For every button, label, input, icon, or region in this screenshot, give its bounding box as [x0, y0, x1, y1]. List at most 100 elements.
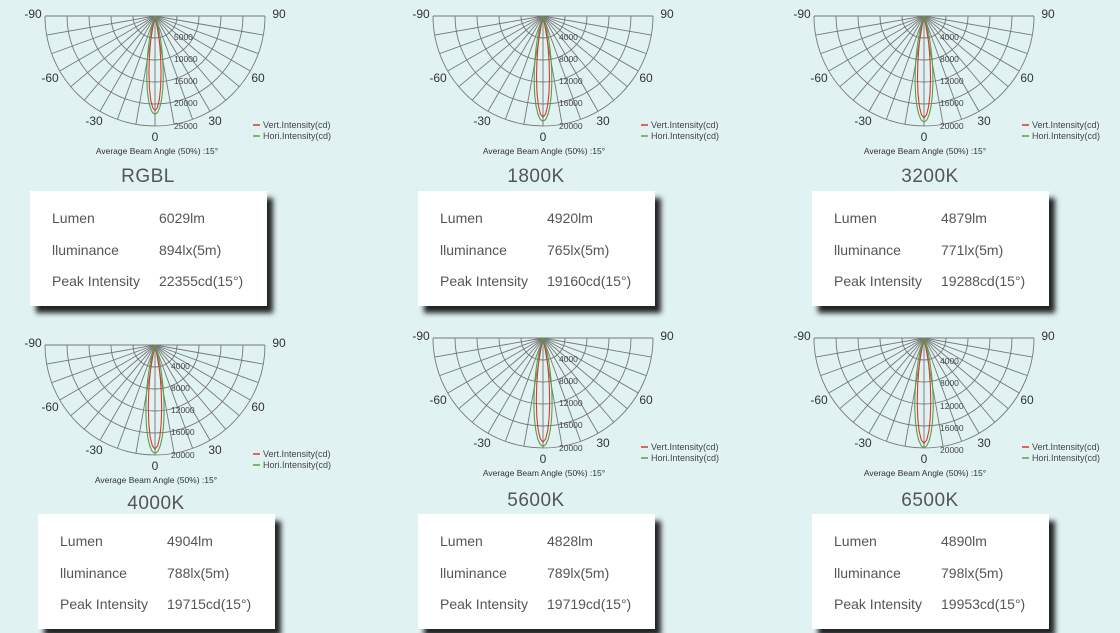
- illuminance-value: 788lx(5m): [167, 565, 230, 581]
- grid-spoke: [839, 337, 925, 410]
- angle-label-neg90: -90: [793, 7, 811, 21]
- grid-spoke: [542, 337, 652, 358]
- grid-spoke: [923, 15, 980, 112]
- illuminance-value: 798lx(5m): [941, 565, 1004, 581]
- lumen-value: 4920lm: [547, 210, 593, 226]
- grid-spoke: [154, 15, 227, 101]
- grid-spoke: [820, 337, 925, 377]
- angle-label-neg90: -90: [412, 7, 430, 21]
- peak-intensity-label: Peak Intensity: [834, 596, 922, 612]
- radial-tick-label: 20000: [559, 121, 583, 131]
- chart-title: 6500K: [901, 490, 959, 511]
- angle-label-neg60: -60: [810, 393, 828, 407]
- radial-tick-label: 16000: [940, 423, 964, 433]
- grid-spoke: [59, 344, 156, 401]
- horizontal-intensity-curve: [533, 337, 553, 448]
- radial-tick-label: 12000: [559, 398, 583, 408]
- angle-label-neg60: -60: [429, 393, 447, 407]
- peak-intensity-value: 22355cd(15°): [159, 273, 244, 289]
- lumen-value: 4879lm: [941, 210, 987, 226]
- grid-spoke: [471, 337, 544, 423]
- grid-spoke: [99, 15, 156, 112]
- grid-spoke: [471, 15, 544, 101]
- radial-tick-label: 20000: [559, 443, 583, 453]
- peak-intensity-value: 19160cd(15°): [547, 273, 632, 289]
- illuminance-label: lluminance: [60, 565, 127, 581]
- radial-tick-label: 12000: [559, 76, 583, 86]
- chart-title: 3200K: [901, 166, 959, 187]
- beam-angle-caption: Average Beam Angle (50%) :15°: [483, 146, 605, 156]
- angle-label-neg30: -30: [473, 114, 491, 128]
- legend-vert-label: Vert.Intensity(cd): [263, 449, 331, 459]
- angle-label-neg60: -60: [429, 71, 447, 85]
- grid-spoke: [885, 337, 925, 442]
- lumen-label: Lumen: [834, 210, 877, 226]
- lumen-label: Lumen: [440, 210, 483, 226]
- angle-label-neg90: -90: [24, 7, 42, 21]
- stats-card: Lumen 4904lm lluminance 788lx(5m) Peak Int…: [38, 514, 275, 629]
- grid-spoke: [83, 344, 156, 430]
- grid-spoke: [487, 15, 544, 112]
- polar-chart: -90 90 -60 60 -30 30 0 4000 8000 12000 1…: [793, 7, 1100, 156]
- radial-tick-label: 4000: [559, 354, 578, 364]
- chart-title: RGBL: [121, 166, 175, 187]
- grid-spoke: [542, 337, 639, 394]
- grid-spoke: [852, 15, 925, 101]
- lumen-value: 4890lm: [941, 533, 987, 549]
- grid-spoke: [51, 15, 156, 55]
- angle-label-90: 90: [272, 7, 286, 21]
- grid-spoke: [923, 15, 1033, 36]
- grid-spoke: [83, 15, 156, 101]
- radial-tick-label: 10000: [174, 54, 198, 64]
- grid-spoke: [923, 337, 980, 434]
- grid-spoke: [868, 15, 925, 112]
- radial-tick-label: 4000: [940, 356, 959, 366]
- grid-spoke: [828, 337, 925, 394]
- lumen-label: Lumen: [52, 210, 95, 226]
- peak-intensity-value: 19715cd(15°): [167, 596, 252, 612]
- grid-spoke: [458, 337, 544, 410]
- horizontal-intensity-curve: [146, 15, 164, 116]
- grid-spoke: [154, 15, 211, 112]
- grid-spoke: [439, 15, 544, 55]
- angle-label-90: 90: [660, 329, 674, 343]
- grid-spoke: [923, 15, 1009, 88]
- grid-spoke: [154, 344, 194, 449]
- grid-spoke: [815, 337, 925, 358]
- grid-spoke: [815, 15, 925, 36]
- angle-label-neg60: -60: [810, 71, 828, 85]
- angle-label-neg60: -60: [41, 400, 59, 414]
- grid-spoke: [487, 337, 544, 434]
- polar-chart: -90 90 -60 60 -30 30 0 4000 8000 12000 1…: [24, 336, 331, 485]
- radial-tick-label: 20000: [171, 450, 195, 460]
- peak-intensity-label: Peak Intensity: [440, 273, 528, 289]
- grid-spoke: [923, 337, 1020, 394]
- lumen-label: Lumen: [60, 533, 103, 549]
- angle-label-30: 30: [977, 114, 991, 128]
- angle-label-0: 0: [152, 130, 159, 144]
- grid-spoke: [542, 15, 647, 55]
- legend-hori-label: Hori.Intensity(cd): [1032, 453, 1100, 463]
- radial-tick-label: 8000: [559, 54, 578, 64]
- angle-label-30: 30: [977, 436, 991, 450]
- lumen-value: 4904lm: [167, 533, 213, 549]
- grid-spoke: [542, 337, 582, 442]
- legend-vert-label: Vert.Intensity(cd): [651, 442, 719, 452]
- angle-label-60: 60: [1020, 393, 1034, 407]
- grid-spoke: [868, 337, 925, 434]
- peak-intensity-label: Peak Intensity: [60, 596, 148, 612]
- grid-spoke: [434, 15, 544, 36]
- horizontal-intensity-curve: [145, 344, 165, 455]
- legend-vert-label: Vert.Intensity(cd): [1032, 442, 1100, 452]
- grid-spoke: [923, 337, 996, 423]
- beam-angle-caption: Average Beam Angle (50%) :15°: [864, 468, 986, 478]
- peak-intensity-label: Peak Intensity: [52, 273, 140, 289]
- illuminance-value: 771lx(5m): [941, 242, 1004, 258]
- radial-tick-label: 15000: [174, 76, 198, 86]
- angle-label-neg60: -60: [41, 71, 59, 85]
- beam-angle-caption: Average Beam Angle (50%) :15°: [483, 468, 605, 478]
- grid-spoke: [439, 337, 544, 377]
- angle-label-neg90: -90: [24, 336, 42, 350]
- beam-angle-caption: Average Beam Angle (50%) :15°: [864, 146, 986, 156]
- grid-spoke: [923, 337, 963, 442]
